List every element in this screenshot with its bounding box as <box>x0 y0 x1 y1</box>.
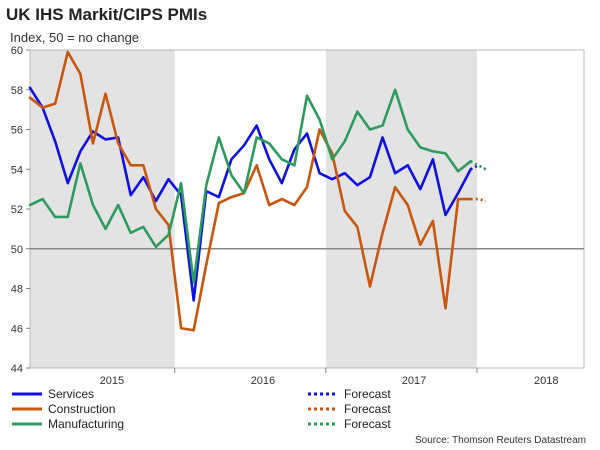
legend-label-3: Forecast <box>344 402 391 416</box>
series-line-construction <box>28 50 472 332</box>
y-tick-label-56: 56 <box>11 125 23 137</box>
x-tick-label-2018: 2018 <box>534 375 558 387</box>
series-line-services <box>28 86 472 302</box>
shaded-band-0 <box>30 50 175 368</box>
legend-label-5: Forecast <box>344 417 391 431</box>
x-tick-label-2015: 2015 <box>100 375 124 387</box>
legend-label-2: Construction <box>48 402 115 416</box>
series-line-manufacturing <box>28 88 472 284</box>
legend-label-0: Services <box>48 387 94 401</box>
y-tick-label-58: 58 <box>11 85 23 97</box>
chart-title: UK IHS Markit/CIPS PMIs <box>6 5 208 24</box>
x-tick-label-2016: 2016 <box>251 375 275 387</box>
x-tick-label-2017: 2017 <box>402 375 426 387</box>
y-tick-label-54: 54 <box>11 164 23 176</box>
y-tick-label-46: 46 <box>11 323 23 335</box>
legend-label-1: Forecast <box>344 387 391 401</box>
y-tick-label-52: 52 <box>11 204 23 216</box>
legend-label-4: Manufacturing <box>48 417 124 431</box>
shaded-band-1 <box>325 50 477 368</box>
y-tick-label-50: 50 <box>11 244 23 256</box>
y-tick-label-60: 60 <box>11 45 23 57</box>
y-tick-label-44: 44 <box>11 363 23 375</box>
y-tick-label-48: 48 <box>11 284 23 296</box>
chart-source: Source: Thomson Reuters Datastream <box>414 435 586 446</box>
chart-subtitle: Index, 50 = no change <box>10 30 140 45</box>
